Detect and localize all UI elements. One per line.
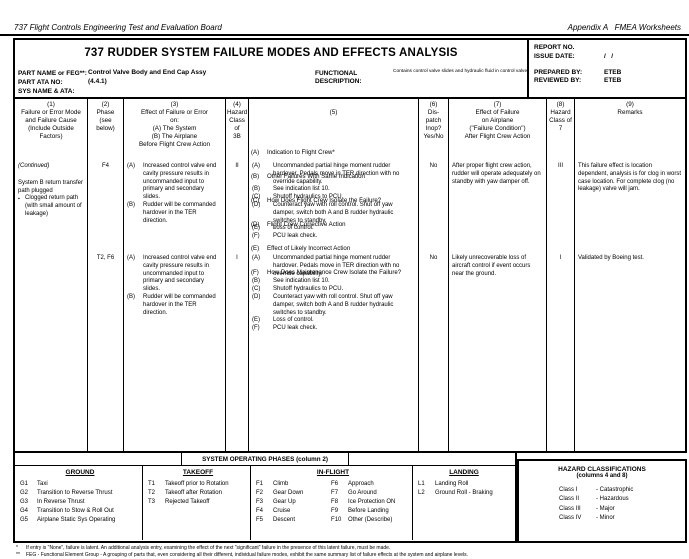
col-header-5-number: (5): [329, 109, 338, 117]
worksheet-table: 737 RUDDER SYSTEM FAILURE MODES AND EFFE…: [13, 38, 687, 453]
part-name-label: PART NAME or FEG**:: [18, 70, 87, 77]
phases-columns: GROUND G1 Taxi G2 Transition to Reverse Thr…: [15, 466, 515, 540]
table-body: (Continued) System B return transfer pat…: [15, 159, 685, 451]
bullet-icon: ▪: [18, 196, 20, 203]
takeoff-header: TAKEOFF: [182, 469, 214, 476]
header-rule: [0, 34, 689, 36]
phases-title: SYSTEM OPERATING PHASES (column 2): [181, 453, 349, 465]
col-header-8-hazard-7: (8) Hazard Class of 7: [547, 99, 575, 159]
cell-hazard-7: III I: [547, 159, 575, 451]
footnotes: * If entry is "None", failure is latent. …: [16, 545, 468, 558]
worksheet-title: 737 RUDDER SYSTEM FAILURE MODES AND EFFE…: [84, 47, 458, 59]
landing-items: L1 Landing Roll L2 Ground Roll - Braking: [418, 481, 493, 496]
system-operating-phases: SYSTEM OPERATING PHASES (column 2) GROUN…: [13, 451, 517, 543]
ground-header: GROUND: [65, 469, 95, 476]
column-header-row: (1) Failure or Error Mode and Failure Ca…: [15, 97, 685, 276]
title-block-left: 737 RUDDER SYSTEM FAILURE MODES AND EFFE…: [15, 40, 529, 97]
functional-label-1: FUNCTIONAL: [315, 70, 358, 77]
phases-title-strip: SYSTEM OPERATING PHASES (column 2): [15, 453, 515, 466]
prepared-by-value: ETEB: [604, 68, 622, 76]
cell-failure-mode: (Continued) System B return transfer pat…: [15, 159, 88, 451]
reviewed-by-label: REVIEWED BY:: [534, 77, 582, 85]
page-running-header: 737 Flight Controls Engineering Test and…: [14, 23, 681, 32]
inflight-items-col2: F6 Approach F7 Go Around F8 Ice Protection ON…: [331, 481, 396, 523]
phase-entry-2: T2, F6: [96, 255, 115, 261]
phase-entry-1: F4: [101, 163, 109, 169]
inflight-items-col1: F1 Climb F2 Gear Down F3 Gear Up F4 Cruise F5 Des…: [256, 481, 304, 523]
running-header-right: Appendix A FMEA Worksheets: [567, 23, 681, 32]
prepared-by-label: PREPARED BY:: [534, 68, 583, 76]
cell-effect-after: After proper flight crew action, rudder …: [449, 159, 547, 451]
hazard-title: HAZARD CLASSIFICATIONS: [558, 466, 646, 473]
hazard-subtitle: (columns 4 and 8): [576, 473, 628, 479]
col-header-5-items: (A) Indication to Flight Crew* (B) Other F…: [251, 149, 402, 277]
cell-remarks: This failure effect is location dependen…: [575, 159, 685, 451]
ground-items: G1 Taxi G2 Transition to Reverse Thrust G3 In…: [20, 481, 116, 523]
cell-dispatch: No No: [419, 159, 449, 451]
issue-date-value: / /: [604, 52, 614, 60]
remarks-entry-2: Validated by Boeing test.: [578, 255, 644, 261]
indication-entry-1: (A) Uncommanded partial hinge moment rudd…: [252, 163, 400, 240]
dispatch-entry-2: No: [429, 255, 438, 261]
phases-inflight: IN-FLIGHT F1 Climb F2 Gear Down F3 Gear Up F4 C…: [251, 466, 413, 540]
col-header-9-remarks: (9) Remarks: [617, 101, 643, 117]
hazard-items: Class I- Catastrophic Class II - Hazardous…: [559, 487, 634, 521]
col-header-4-hazard-3b: (4) Hazard Class of 3B: [226, 99, 249, 159]
col-header-3-effect: (3) Effect of Failure or Error on: (A) T…: [124, 99, 226, 159]
report-box: REPORT NO. ISSUE DATE: / / PREPARED BY: …: [527, 40, 685, 97]
part-name-value: Control Valve Body and End Cap Assy: [88, 69, 207, 76]
hazard-7-entry-1: III: [557, 163, 563, 169]
cell-effect: (A) Increased control valve end cavity pr…: [124, 159, 226, 451]
hazard-3b-entry-1: II: [235, 163, 239, 169]
indication-entry-2: (A) Uncommanded partial hinge moment rudd…: [252, 255, 400, 332]
title-block: 737 RUDDER SYSTEM FAILURE MODES AND EFFE…: [15, 40, 685, 97]
sys-name-label: SYS NAME & ATA:: [18, 88, 75, 95]
col-header-5-indication: (5) (A) Indication to Flight Crew* (B) Oth…: [249, 99, 419, 276]
part-name-row: PART NAME or FEG**: Control Valve Body a…: [18, 69, 206, 85]
remarks-entry-1: This failure effect is location dependen…: [578, 163, 682, 193]
hazard-3b-entry-2: I: [236, 255, 238, 261]
issue-date-label: ISSUE DATE:: [534, 52, 575, 60]
phases-takeoff: TAKEOFF T1 Takeoff prior to Rotation T2 Tak…: [143, 466, 251, 540]
functional-description-value: Contains control valve slides and hydrau…: [393, 69, 529, 74]
col-header-7-effect-after: (7) Effect of Failure on Airplane ("Fail…: [449, 99, 547, 159]
failure-mode-bullet: ▪ Clogged return path (with small amount…: [18, 195, 82, 217]
effect-entry-1: (A) Increased control valve end cavity pr…: [127, 163, 217, 224]
part-ata-value: (4.4.1): [88, 78, 107, 85]
failure-mode-title: System B return transfer path plugged: [18, 179, 84, 194]
hazard-7-entry-2: I: [559, 255, 562, 261]
reviewed-by-value: ETEB: [604, 77, 622, 85]
cell-hazard-3b: II I: [226, 159, 249, 451]
col-header-1-failure-mode: (1) Failure or Error Mode and Failure Ca…: [15, 99, 88, 159]
cell-indication: (A) Uncommanded partial hinge moment rudd…: [249, 159, 419, 451]
effect-after-entry-2: Likely unrecoverable loss of aircraft co…: [452, 255, 531, 277]
landing-header: LANDING: [449, 469, 479, 476]
effect-entry-2: (A) Increased control valve end cavity pr…: [127, 255, 217, 316]
takeoff-items: T1 Takeoff prior to Rotation T2 Takeoff aft…: [148, 481, 229, 505]
functional-label-2: DESCRIPTION:: [315, 78, 362, 85]
phases-landing: LANDING L1 Landing Roll L2 Ground Roll - Br…: [413, 466, 512, 540]
effect-after-entry-1: After proper flight crew action, rudder …: [452, 163, 541, 185]
inflight-header: IN-FLIGHT: [316, 469, 350, 476]
col-header-2-phase: (2) Phase (see below): [88, 99, 124, 159]
continued-note: (Continued): [18, 163, 50, 169]
hazard-classifications: HAZARD CLASSIFICATIONS (columns 4 and 8)…: [517, 459, 687, 543]
running-header-left: 737 Flight Controls Engineering Test and…: [14, 23, 222, 32]
cell-phase: F4 T2, F6: [88, 159, 124, 451]
col-header-6-dispatch: (6) Dis- patch Inop? Yes/No: [419, 99, 449, 159]
part-ata-label: PART ATA NO:: [18, 79, 63, 86]
report-no-label: REPORT NO.: [534, 44, 575, 51]
dispatch-entry-1: No: [429, 163, 438, 169]
phases-ground: GROUND G1 Taxi G2 Transition to Reverse Thr…: [15, 466, 143, 540]
part-ata-row: PART ATA NO: (4.4.1): [18, 78, 107, 94]
